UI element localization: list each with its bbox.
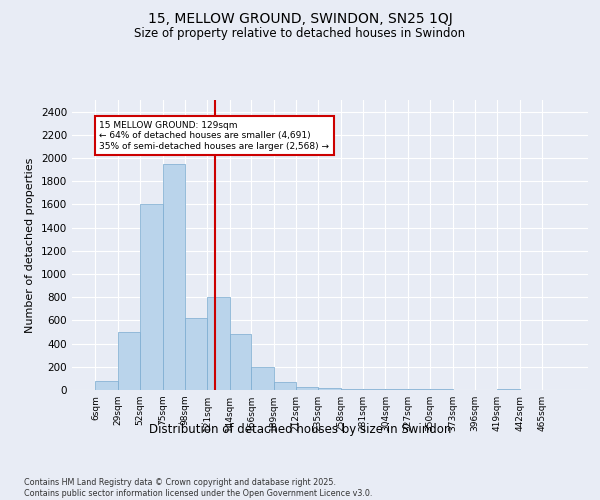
Bar <box>251 368 274 390</box>
Bar <box>185 318 208 390</box>
Bar <box>296 386 319 390</box>
Y-axis label: Number of detached properties: Number of detached properties <box>25 158 35 332</box>
Bar <box>140 204 163 390</box>
Text: Size of property relative to detached houses in Swindon: Size of property relative to detached ho… <box>134 28 466 40</box>
Bar <box>208 297 230 390</box>
Text: 15, MELLOW GROUND, SWINDON, SN25 1QJ: 15, MELLOW GROUND, SWINDON, SN25 1QJ <box>148 12 452 26</box>
Bar <box>118 332 140 390</box>
Bar <box>274 382 296 390</box>
Text: Contains HM Land Registry data © Crown copyright and database right 2025.
Contai: Contains HM Land Registry data © Crown c… <box>24 478 373 498</box>
Bar <box>230 334 251 390</box>
Bar <box>319 388 341 390</box>
Text: 15 MELLOW GROUND: 129sqm
← 64% of detached houses are smaller (4,691)
35% of sem: 15 MELLOW GROUND: 129sqm ← 64% of detach… <box>100 121 329 150</box>
Bar <box>95 382 118 390</box>
Bar <box>341 389 363 390</box>
Bar <box>163 164 185 390</box>
Bar <box>363 389 385 390</box>
Text: Distribution of detached houses by size in Swindon: Distribution of detached houses by size … <box>149 422 451 436</box>
